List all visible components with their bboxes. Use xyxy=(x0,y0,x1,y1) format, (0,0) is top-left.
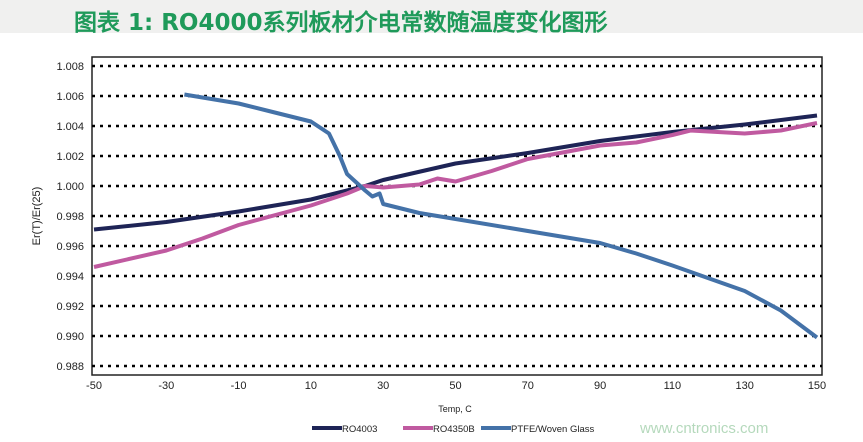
y-tick-label: 0.988 xyxy=(56,361,84,373)
y-tick-label: 0.992 xyxy=(56,301,84,313)
y-tick-label: 0.990 xyxy=(56,331,84,343)
y-tick-label: 0.994 xyxy=(56,271,84,283)
y-tick-label: 1.008 xyxy=(56,61,84,73)
legend-label: RO4350B xyxy=(433,424,475,435)
y-axis-label: Er(T)/Er(25) xyxy=(31,187,43,246)
x-tick-label: 30 xyxy=(377,380,389,392)
y-tick-label: 1.002 xyxy=(56,151,84,163)
x-tick-label: 110 xyxy=(664,380,682,392)
x-tick-label: 130 xyxy=(736,380,754,392)
x-tick-label: 150 xyxy=(808,380,826,392)
x-tick-label: 10 xyxy=(305,380,317,392)
x-tick-label: -30 xyxy=(158,380,174,392)
y-tick-label: 1.000 xyxy=(56,181,84,193)
legend-label: RO4003 xyxy=(342,424,377,435)
series-line-ro4350b xyxy=(93,121,818,269)
y-tick-label: 1.006 xyxy=(56,91,84,103)
watermark: www.cntronics.com xyxy=(640,420,769,437)
series-line-ptfe-woven-glass xyxy=(184,92,819,340)
x-tick-label: 50 xyxy=(449,380,461,392)
x-tick-label: 70 xyxy=(522,380,534,392)
y-tick-label: 0.998 xyxy=(56,211,84,223)
y-tick-label: 0.996 xyxy=(56,241,84,253)
x-axis-label: Temp, C xyxy=(438,404,472,414)
x-tick-label: 90 xyxy=(594,380,606,392)
figure-title: 图表 1: RO4000系列板材介电常数随温度变化图形 xyxy=(74,10,608,36)
legend-label: PTFE/Woven Glass xyxy=(511,424,594,435)
x-tick-label: -10 xyxy=(231,380,247,392)
y-tick-label: 1.004 xyxy=(56,121,84,133)
x-tick-label: -50 xyxy=(86,380,102,392)
title-bar xyxy=(0,0,863,33)
